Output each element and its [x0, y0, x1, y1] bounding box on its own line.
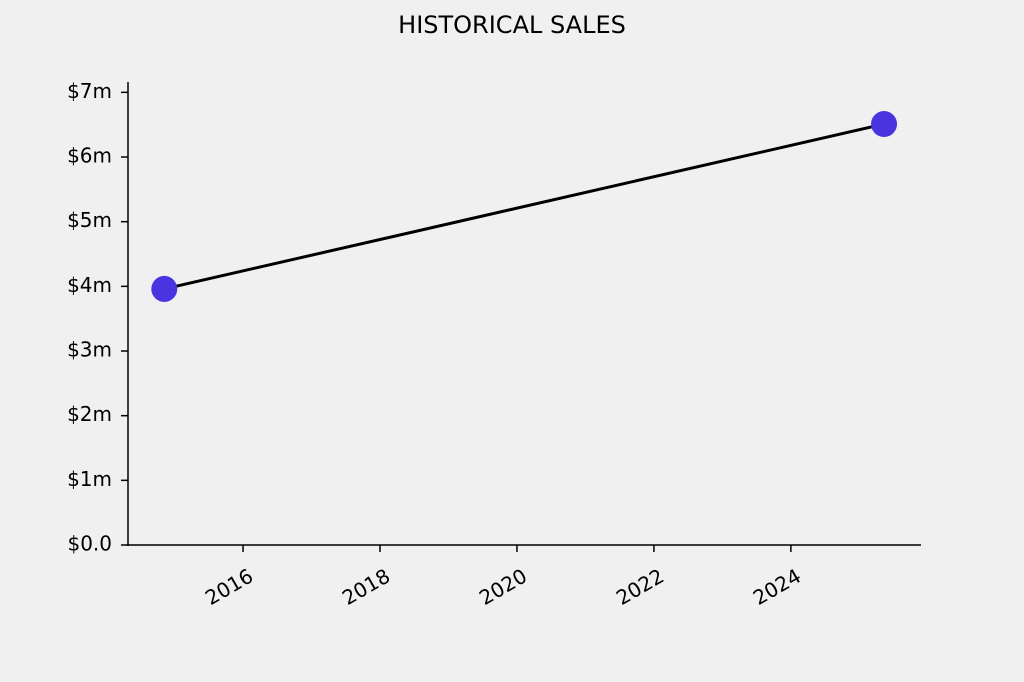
y-tick-label: $3m — [67, 338, 112, 362]
data-point — [871, 111, 898, 138]
series-line — [163, 122, 885, 291]
x-tick-label: 2018 — [338, 564, 394, 610]
chart-title: HISTORICAL SALES — [398, 11, 626, 39]
y-tick-label: $6m — [67, 144, 112, 168]
y-tick-label: $7m — [67, 79, 112, 103]
y-tick-label: $2m — [67, 402, 112, 426]
data-point — [151, 275, 178, 302]
y-tick-label: $1m — [67, 467, 112, 491]
x-tick-label: 2020 — [475, 564, 531, 610]
x-tick-label: 2016 — [201, 564, 257, 610]
x-tick-label: 2024 — [749, 564, 805, 610]
y-tick-label: $4m — [67, 273, 112, 297]
x-tick-label: 2022 — [612, 564, 668, 610]
y-tick-label: $0.0 — [67, 532, 112, 556]
y-tick-label: $5m — [67, 208, 112, 232]
